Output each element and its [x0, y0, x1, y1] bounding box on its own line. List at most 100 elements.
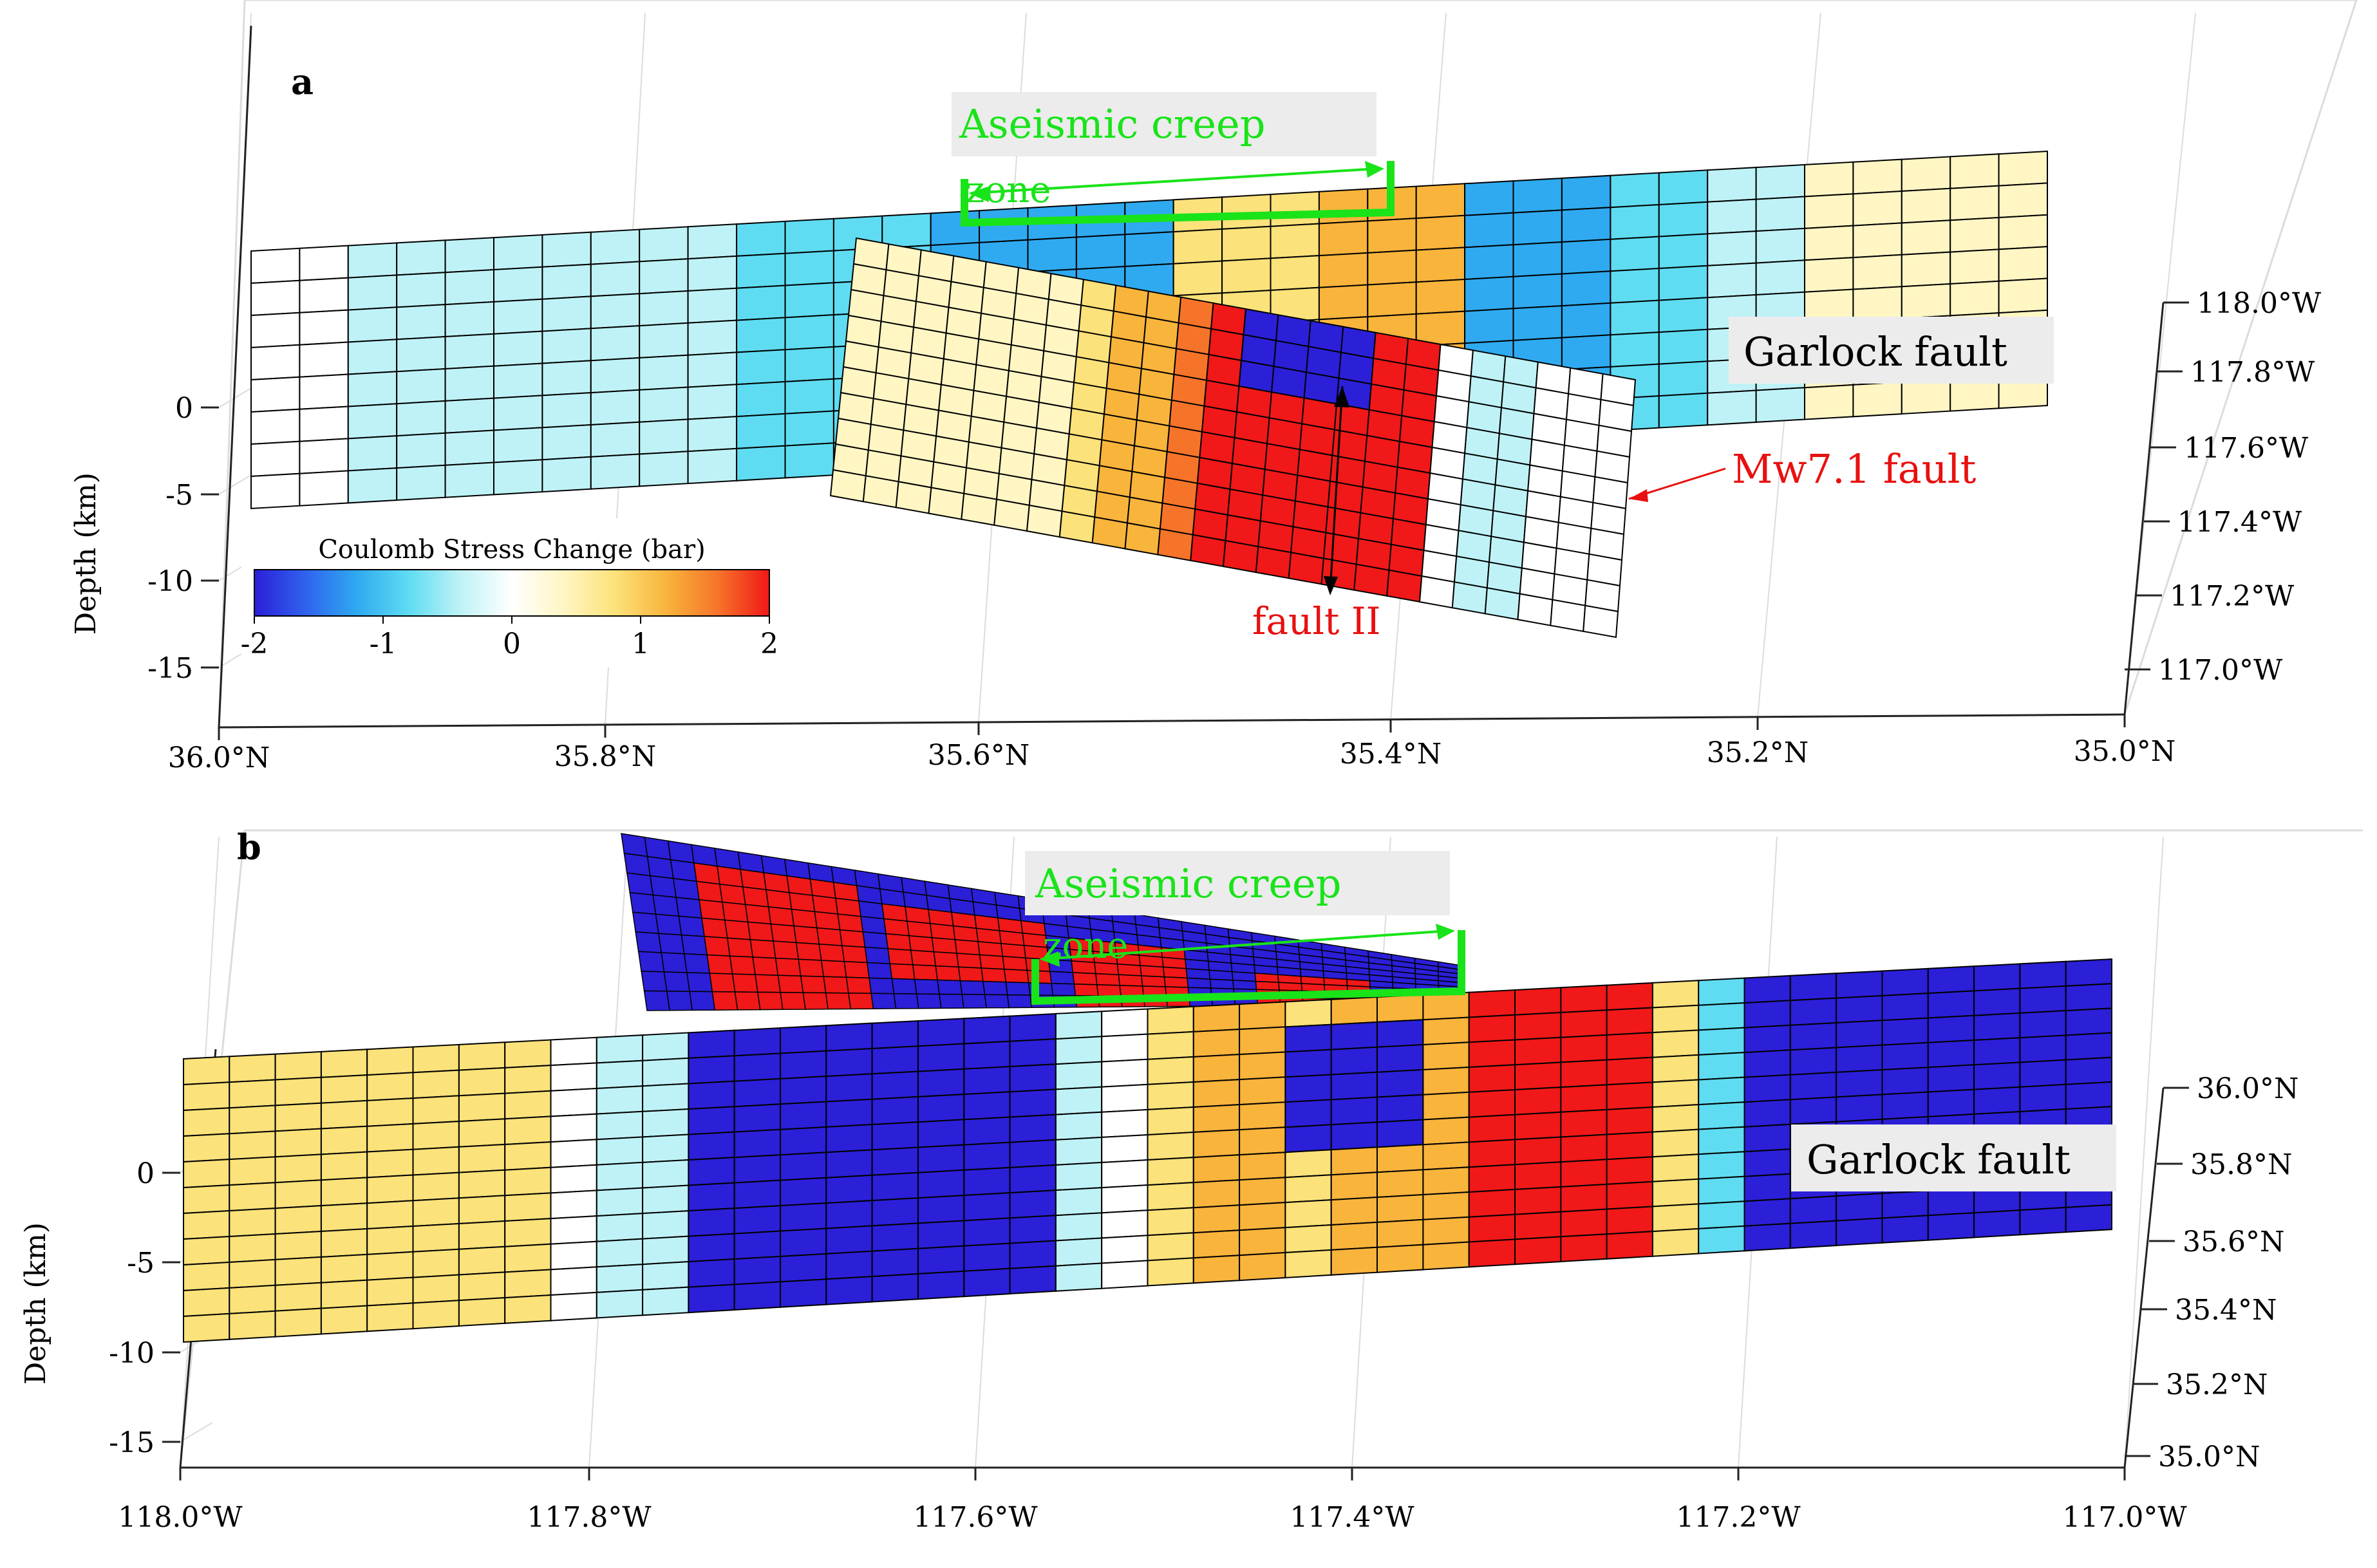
garlock-b-cell	[917, 1245, 965, 1275]
garlock-b-cell	[412, 1069, 460, 1099]
garlock-a-cell	[784, 314, 834, 351]
garlock-b-cell	[1927, 1039, 1975, 1069]
garlock-b-cell	[871, 1171, 919, 1202]
garlock-b-cell	[1836, 994, 1883, 1024]
garlock-a-cell	[1561, 302, 1611, 339]
garlock-a-cell	[1707, 167, 1757, 203]
garlock-b-cell	[550, 1291, 597, 1321]
garlock-b-cell	[183, 1312, 230, 1343]
garlock-b-cell	[320, 1253, 368, 1283]
garlock-a-cell	[1707, 230, 1757, 266]
garlock-a-cell	[493, 362, 543, 399]
mw71-b-cell	[802, 992, 829, 1010]
y-tick-label: 35.4°N	[2175, 1294, 2277, 1327]
garlock-b-cell	[1468, 1014, 1516, 1043]
garlock-b-cell	[1698, 977, 1745, 1006]
mw71-a-cell	[895, 481, 932, 514]
gridline-z	[180, 1422, 213, 1442]
garlock-b-cell	[274, 1230, 322, 1260]
garlock-b-cell	[1284, 1249, 1332, 1279]
garlock-b-cell	[688, 1106, 735, 1135]
x-tick-label: 118.0°W	[118, 1501, 243, 1534]
garlock-b-cell	[504, 1065, 552, 1094]
garlock-b-cell	[1055, 1212, 1103, 1242]
mw71-b-cell	[696, 881, 723, 903]
garlock-b-cell	[1651, 1227, 1700, 1257]
mw71-b-cell	[887, 948, 914, 966]
mw71-b-cell	[791, 908, 818, 929]
garlock-a-cell	[250, 279, 301, 317]
mw71-b-cell	[719, 883, 746, 906]
garlock-a-cell	[347, 467, 398, 504]
garlock-b-cell	[366, 1174, 414, 1204]
mw71-b-cell	[683, 953, 711, 974]
mw71-b-cell	[629, 891, 657, 915]
garlock-b-cell	[1192, 1204, 1241, 1234]
garlock-b-cell	[1422, 1066, 1470, 1096]
garlock-b-cell	[2019, 1206, 2067, 1236]
garlock-b-cell	[229, 1156, 276, 1186]
garlock-b-cell	[1009, 1215, 1057, 1244]
garlock-b-cell	[1651, 1178, 1700, 1208]
garlock-b-cell	[1606, 1056, 1653, 1086]
garlock-b-cell	[504, 1166, 552, 1197]
garlock-b-cell	[1560, 1159, 1608, 1188]
garlock-b-cell	[274, 1282, 322, 1312]
mw71-b-cell	[711, 991, 738, 1011]
garlock-b-cell	[917, 1144, 965, 1173]
mw71-b-cell	[907, 920, 933, 938]
garlock-b-cell	[1422, 1116, 1470, 1146]
garlock-b-cell	[274, 1102, 322, 1132]
garlock-b-cell	[688, 1233, 735, 1263]
garlock-b-cell	[733, 1052, 781, 1082]
garlock-b-cell	[550, 1266, 597, 1296]
garlock-b-cell	[917, 1220, 965, 1249]
garlock-b-cell	[1330, 1246, 1378, 1276]
garlock-a-cell	[784, 378, 834, 415]
garlock-b-cell	[1192, 1154, 1241, 1184]
garlock-a-cell	[1172, 228, 1223, 265]
garlock-b-cell	[780, 1177, 827, 1207]
garlock-b-cell	[229, 1105, 276, 1135]
garlock-a-cell	[1901, 156, 1951, 192]
garlock-b-cell	[412, 1171, 460, 1202]
x-tick-label: 117.4°W	[1290, 1501, 1414, 1534]
z-tick-label: 0	[175, 392, 193, 425]
garlock-b-cell	[2065, 1007, 2112, 1036]
garlock-b-cell	[320, 1279, 368, 1309]
garlock-a-cell	[299, 470, 349, 507]
garlock-b-cell	[1468, 1188, 1516, 1218]
garlock-b-cell	[1422, 1216, 1470, 1246]
colorbar: Coulomb Stress Change (bar) -2 -1 0 1 2	[241, 518, 782, 667]
mw71-b-cell	[658, 933, 685, 955]
garlock-b-cell	[1101, 1235, 1149, 1264]
garlock-a-cell	[396, 368, 446, 405]
garlock-b-cell	[1468, 1139, 1516, 1168]
garlock-b-cell	[1009, 1240, 1057, 1269]
mw71-b-cell	[795, 942, 822, 961]
garlock-b-cell	[733, 1154, 781, 1184]
garlock-b-cell	[688, 1029, 735, 1059]
garlock-b-cell	[1422, 1191, 1470, 1220]
mw71-b-cell	[752, 957, 779, 976]
y-tick-label: 117.2°W	[2170, 580, 2295, 613]
garlock-a-cell	[930, 210, 981, 247]
garlock-a-cell	[1561, 174, 1611, 211]
garlock-b-cell	[1836, 1020, 1883, 1049]
mw71-b-cell	[916, 993, 942, 1009]
garlock-b-cell	[596, 1110, 644, 1141]
garlock-a-cell	[1561, 207, 1611, 243]
garlock-b-cell	[1881, 993, 1929, 1022]
garlock-a-cell	[639, 354, 689, 391]
garlock-b-cell	[1606, 1032, 1653, 1061]
garlock-a-cell	[1901, 378, 1951, 415]
garlock-b-cell	[366, 1072, 414, 1101]
mw71-b-cell	[931, 937, 957, 954]
garlock-a-cell	[687, 416, 738, 453]
garlock-b-cell	[1651, 1029, 1700, 1058]
garlock-a-cell	[590, 453, 641, 490]
garlock-a-cell	[299, 277, 349, 313]
mw71-b-cell	[908, 935, 935, 953]
mw71-a-cell	[1091, 516, 1129, 550]
garlock-b-cell	[274, 1179, 322, 1209]
